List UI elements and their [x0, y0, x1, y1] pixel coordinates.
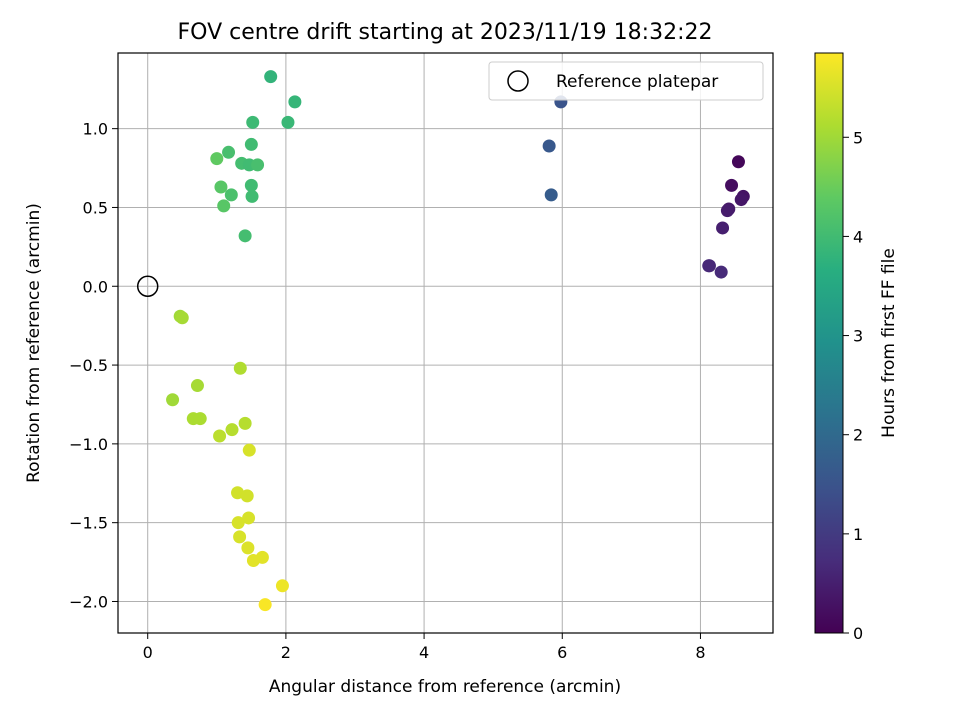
data-point	[720, 204, 734, 218]
chart-title: FOV centre drift starting at 2023/11/19 …	[178, 20, 713, 45]
data-point	[275, 579, 289, 593]
y-tick-label: 0.0	[83, 277, 108, 296]
legend-box	[488, 61, 764, 101]
data-point	[544, 188, 558, 202]
data-point	[242, 443, 256, 457]
x-tick-label: 0	[143, 643, 153, 662]
data-point	[246, 115, 260, 129]
data-point	[193, 412, 207, 426]
data-points	[166, 70, 750, 612]
colorbar-tick-label: 0	[853, 624, 863, 643]
colorbar-tick-label: 1	[853, 525, 863, 544]
y-tick-label: 0.5	[83, 198, 108, 217]
colorbar-tick-label: 5	[853, 128, 863, 147]
x-tick-label: 6	[557, 643, 567, 662]
data-point	[542, 139, 556, 153]
data-point	[731, 155, 745, 169]
data-point	[240, 489, 254, 503]
legend: Reference platepar	[488, 61, 764, 101]
data-point	[251, 158, 265, 172]
data-point	[190, 379, 204, 393]
y-axis: −2.0 −1.5 −1.0 −0.5 0.0 0.5 1.0	[69, 120, 118, 611]
reference-marker	[136, 275, 159, 298]
data-point	[288, 95, 302, 109]
colorbar-tick-label: 4	[853, 227, 863, 246]
y-tick-label: −1.5	[69, 514, 108, 533]
colorbar-tick-label: 3	[853, 327, 863, 346]
legend-marker	[507, 70, 529, 92]
data-point	[264, 70, 278, 84]
data-point	[725, 178, 739, 192]
colorbar-gradient	[814, 52, 844, 634]
data-point	[214, 180, 228, 194]
data-point	[258, 598, 272, 612]
data-point	[716, 221, 730, 235]
data-point	[245, 189, 259, 203]
data-point	[224, 188, 238, 202]
x-axis: 0 2 4 6 8	[143, 633, 706, 662]
x-tick-label: 2	[281, 643, 291, 662]
y-axis-label: Rotation from reference (arcmin)	[24, 203, 44, 483]
colorbar: 0 1 2 3 4 5 Hours from first FF file	[814, 52, 899, 643]
data-point	[231, 516, 245, 530]
data-point	[233, 361, 247, 375]
data-point	[238, 416, 252, 430]
data-point	[238, 229, 252, 243]
y-tick-label: −2.0	[69, 592, 108, 611]
data-point	[241, 541, 255, 555]
plot-frame	[117, 52, 774, 634]
data-point	[242, 511, 256, 525]
data-point	[175, 311, 189, 325]
y-tick-label: −0.5	[69, 356, 108, 375]
data-point	[217, 199, 231, 213]
data-point	[244, 137, 258, 151]
x-tick-label: 8	[695, 643, 705, 662]
x-axis-label: Angular distance from reference (arcmin)	[269, 677, 621, 697]
data-point	[222, 145, 236, 159]
data-point	[213, 429, 227, 443]
data-point	[714, 265, 728, 279]
data-point	[225, 423, 239, 437]
data-point	[233, 530, 247, 544]
data-point	[702, 259, 716, 273]
data-point	[166, 393, 180, 407]
colorbar-label: Hours from first FF file	[879, 248, 899, 438]
colorbar-ticks: 0 1 2 3 4 5	[843, 128, 863, 643]
y-tick-label: 1.0	[83, 120, 108, 139]
colorbar-tick-label: 2	[853, 426, 863, 445]
x-tick-label: 4	[419, 643, 429, 662]
data-point	[734, 193, 748, 207]
y-tick-label: −1.0	[69, 435, 108, 454]
grid	[118, 53, 773, 633]
data-point	[281, 115, 295, 129]
legend-label: Reference platepar	[556, 72, 718, 92]
data-point	[246, 554, 260, 567]
data-point	[210, 152, 224, 166]
data-point	[244, 178, 258, 192]
